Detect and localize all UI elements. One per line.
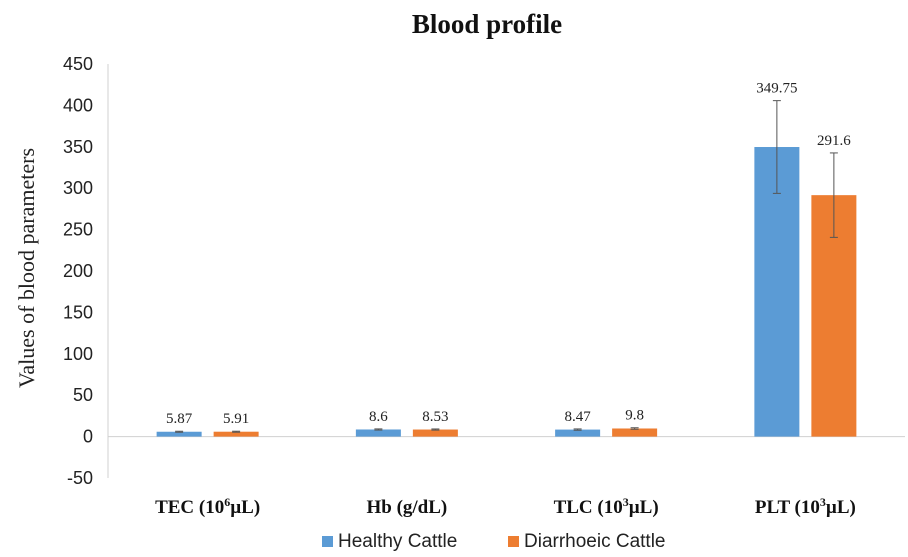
x-tick-label: Hb (g/dL) bbox=[366, 497, 447, 518]
y-tick-label: 150 bbox=[63, 302, 93, 322]
y-tick-label: 100 bbox=[63, 344, 93, 364]
y-axis: -50 0 50 100 150 200 250 300 350 400 450 bbox=[63, 54, 109, 488]
x-axis: TEC (106µL) Hb (g/dL) TLC (103µL) PLT (103µ… bbox=[155, 495, 856, 518]
x-tick-label: TEC (106µL) bbox=[155, 495, 260, 518]
data-label: 8.53 bbox=[422, 409, 448, 425]
data-label: 5.91 bbox=[223, 411, 249, 427]
bar bbox=[355, 429, 401, 437]
bar bbox=[156, 431, 202, 437]
bar bbox=[754, 147, 800, 437]
y-tick-label: -50 bbox=[67, 468, 93, 488]
legend-swatch bbox=[508, 536, 519, 547]
chart-title: Blood profile bbox=[412, 9, 562, 39]
y-tick-label: 400 bbox=[63, 95, 93, 115]
bar bbox=[555, 429, 601, 437]
bar bbox=[612, 428, 658, 437]
bar bbox=[412, 429, 458, 437]
y-tick-label: 350 bbox=[63, 137, 93, 157]
y-tick-label: 300 bbox=[63, 178, 93, 198]
legend-swatch bbox=[322, 536, 333, 547]
y-tick-label: 200 bbox=[63, 261, 93, 281]
y-axis-label: Values of blood parameters bbox=[14, 148, 39, 388]
x-tick-label: TLC (103µL) bbox=[554, 495, 659, 518]
y-tick-label: 250 bbox=[63, 220, 93, 240]
legend: Healthy Cattle Diarrhoeic Cattle bbox=[322, 531, 666, 552]
bar bbox=[213, 431, 259, 437]
data-label: 291.6 bbox=[817, 133, 851, 149]
data-label: 349.75 bbox=[756, 81, 797, 97]
y-tick-label: 50 bbox=[73, 385, 93, 405]
data-label: 5.87 bbox=[166, 411, 193, 427]
y-tick-label: 450 bbox=[63, 54, 93, 74]
data-label: 9.8 bbox=[625, 408, 644, 424]
plot-area: 5.87 8.6 8.47 349.75 5.91 8.53 9.8 291.6 bbox=[108, 81, 905, 438]
legend-entry: Diarrhoeic Cattle bbox=[524, 531, 666, 552]
data-label: 8.47 bbox=[565, 409, 592, 425]
data-label: 8.6 bbox=[369, 409, 388, 425]
x-tick-label: PLT (103µL) bbox=[755, 495, 856, 518]
y-tick-label: 0 bbox=[83, 427, 93, 447]
legend-entry: Healthy Cattle bbox=[338, 531, 457, 552]
